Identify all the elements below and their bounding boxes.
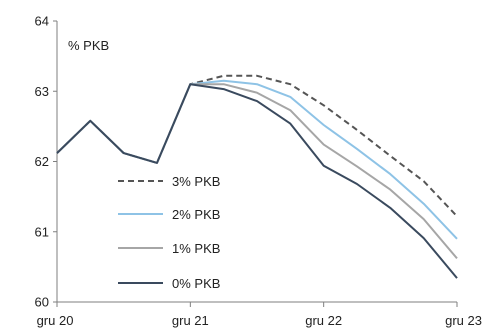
series-layer [56,74,458,279]
x-tick-label: gru 20 [37,313,74,328]
series-line-0-pkb [56,83,458,279]
legend-label: 2% PKB [172,207,220,222]
x-tick-label: gru 23 [445,313,482,328]
legend-label: 0% PKB [172,276,220,291]
legend-label: 1% PKB [172,241,220,256]
x-tick-label: gru 21 [172,313,209,328]
y-tick-label: 60 [35,295,49,310]
x-tick-label: gru 22 [305,313,342,328]
legend-label: 3% PKB [172,174,220,189]
y-tick-label: 61 [35,224,49,239]
y-tick-label: 62 [35,154,49,169]
axes: 60 61 62 63 64 gru 20 gru 21 gru 22 gru 23 [35,14,482,329]
series-line-1-pkb [56,83,458,260]
y-tick-label: 64 [35,14,49,29]
y-tick-label: 63 [35,84,49,99]
legend: 3% PKB 2% PKB 1% PKB 0% PKB [118,174,220,291]
unit-label: % PKB [68,38,109,53]
